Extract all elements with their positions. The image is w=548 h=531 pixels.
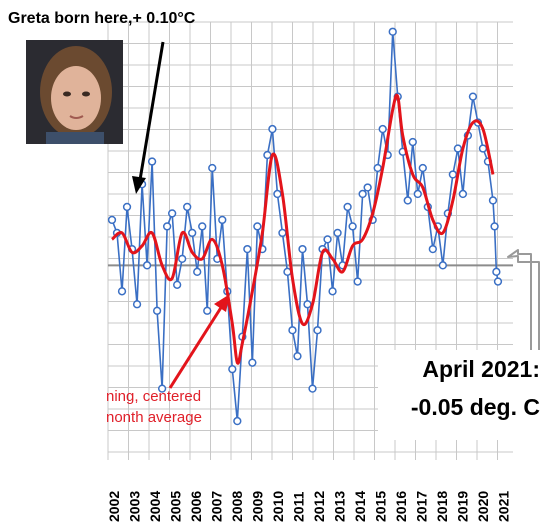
monthly-data-point	[313, 326, 322, 335]
monthly-data-point	[248, 358, 257, 367]
monthly-data-point	[333, 228, 342, 238]
latest-value-callout: April 2021: -0.05 deg. C	[378, 350, 548, 440]
x-tick-label: 2003	[127, 491, 143, 522]
x-tick-label: 2006	[188, 491, 204, 522]
callout-value: -0.05 deg. C	[410, 394, 540, 420]
monthly-data-point	[243, 244, 252, 254]
monthly-data-point	[458, 189, 468, 199]
monthly-data-point	[448, 170, 458, 179]
x-tick-label: 2017	[414, 491, 430, 522]
monthly-data-point	[157, 384, 167, 393]
running-mean-note-line1: ning, centered	[106, 388, 202, 405]
monthly-series	[107, 27, 503, 426]
monthly-data-point	[218, 215, 227, 225]
monthly-data-point	[328, 287, 337, 296]
monthly-data-point	[263, 150, 272, 160]
x-tick-label: 2004	[147, 491, 163, 522]
headline-annotation: Greta born here,+ 0.10°C	[8, 10, 196, 27]
monthly-data-point	[363, 183, 372, 192]
monthly-data-point	[418, 163, 427, 173]
x-tick-label: 2007	[209, 491, 225, 522]
monthly-data-point	[122, 202, 132, 212]
monthly-data-point	[353, 277, 362, 286]
monthly-data-point	[142, 261, 152, 270]
x-tick-label: 2010	[270, 491, 286, 522]
monthly-data-point	[408, 137, 417, 147]
portrait-image	[26, 40, 123, 144]
monthly-data-point	[228, 365, 237, 374]
x-tick-label: 2011	[291, 491, 307, 522]
monthly-data-point	[358, 189, 367, 199]
portrait-photo	[26, 40, 123, 144]
monthly-data-point	[378, 124, 387, 134]
monthly-data-point	[490, 222, 499, 231]
monthly-data-point	[178, 254, 187, 263]
x-tick-label: 2020	[475, 491, 491, 522]
monthly-data-point	[343, 202, 352, 212]
monthly-data-point	[268, 124, 277, 134]
monthly-data-point	[453, 144, 463, 153]
monthly-data-point	[323, 235, 332, 244]
monthly-data-point	[348, 222, 357, 231]
latest-point-arrow	[507, 249, 540, 352]
x-tick-label: 2014	[352, 491, 368, 522]
x-tick-label: 2015	[373, 491, 389, 522]
monthly-data-point	[152, 306, 162, 315]
x-axis-tick-labels: 2002 2003 2004 2005 2006 2007 2008 2009 2010 2011…	[106, 491, 512, 522]
red-note-arrow-head	[214, 294, 230, 312]
monthly-data-point	[162, 222, 172, 231]
x-tick-label: 2012	[311, 491, 327, 522]
monthly-data-point	[273, 189, 282, 199]
x-tick-label: 2005	[168, 491, 184, 522]
x-tick-label: 2021	[496, 491, 512, 522]
monthly-data-point	[188, 228, 197, 238]
monthly-data-point	[203, 306, 212, 315]
monthly-data-point	[478, 144, 488, 153]
monthly-data-point	[117, 287, 127, 296]
monthly-data-point	[278, 228, 287, 238]
monthly-data-point	[173, 280, 182, 289]
monthly-data-point	[468, 92, 478, 101]
monthly-data-point	[413, 189, 422, 199]
x-tick-label: 2002	[106, 491, 122, 522]
monthly-data-point	[492, 267, 501, 276]
running-mean-note: ning, centered nonth average	[106, 386, 202, 428]
monthly-data-point	[288, 326, 297, 335]
running-mean-note-line2: nonth average	[106, 409, 202, 426]
x-tick-label: 2013	[332, 491, 348, 522]
monthly-data-point	[193, 267, 202, 276]
headline-arrow-shaft	[138, 41, 165, 181]
monthly-data-point	[107, 215, 117, 225]
monthly-data-point	[198, 222, 207, 231]
monthly-data-point	[493, 277, 503, 286]
monthly-data-point	[388, 27, 397, 36]
red-note-arrow-shaft	[168, 305, 224, 389]
monthly-data-point	[147, 157, 157, 166]
monthly-data-point	[183, 202, 192, 212]
monthly-data-point	[298, 244, 307, 254]
monthly-data-point	[428, 244, 437, 254]
monthly-data-point	[132, 300, 142, 309]
monthly-data-point	[208, 163, 217, 173]
running-mean-line	[111, 93, 495, 365]
monthly-data-point	[308, 384, 317, 393]
monthly-data-point	[253, 222, 262, 231]
monthly-series-line	[111, 31, 499, 422]
callout-date: April 2021:	[422, 356, 540, 382]
x-tick-label: 2019	[455, 491, 471, 522]
x-tick-label: 2008	[229, 491, 245, 522]
monthly-data-point	[293, 352, 302, 361]
x-tick-label: 2018	[434, 491, 450, 522]
x-tick-label: 2016	[393, 491, 409, 522]
monthly-data-point	[168, 209, 177, 218]
monthly-data-point	[303, 300, 312, 309]
x-tick-label: 2009	[250, 491, 266, 522]
monthly-data-point	[438, 261, 447, 270]
monthly-data-point	[488, 196, 498, 205]
monthly-data-point	[403, 196, 412, 205]
headline-arrow-head	[132, 176, 146, 194]
monthly-data-point	[233, 416, 242, 426]
monthly-data-point	[373, 163, 382, 173]
